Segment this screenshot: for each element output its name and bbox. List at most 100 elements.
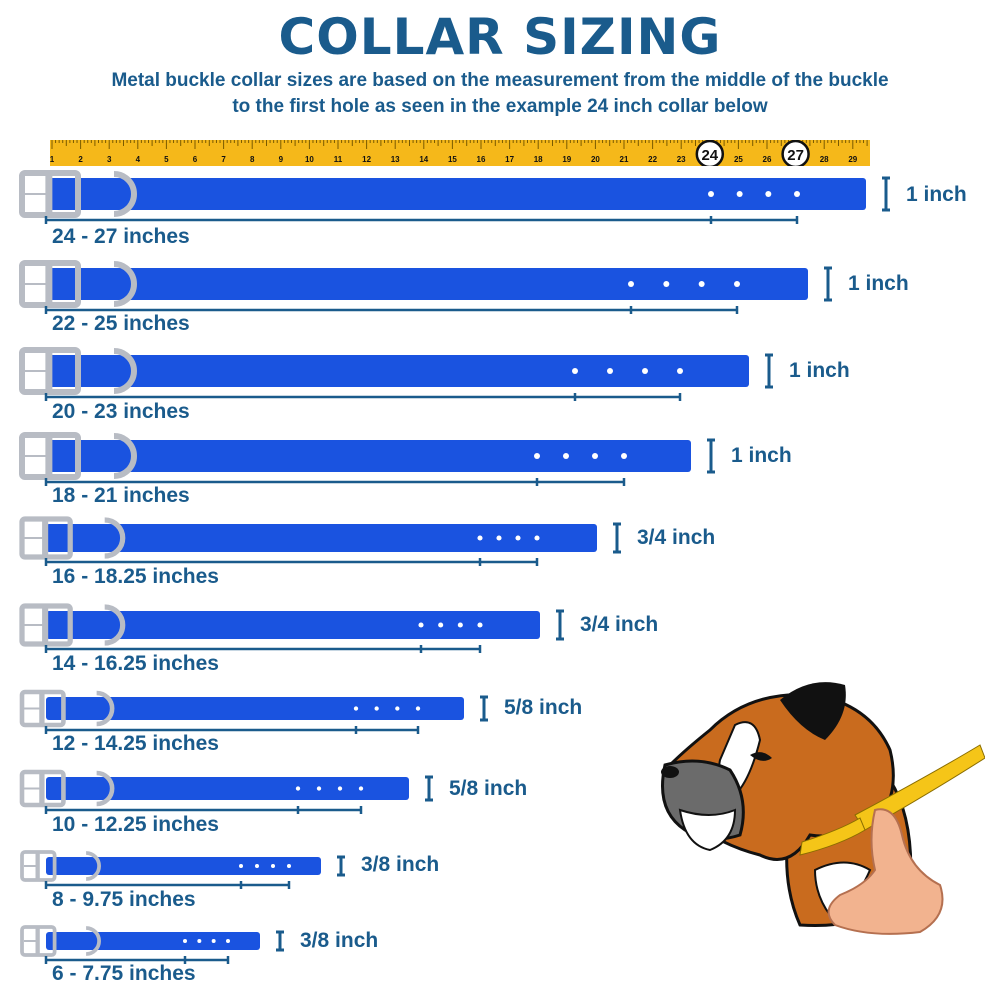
ruler-number: 3	[107, 155, 112, 164]
collar-size-label: 16 - 18.25 inches	[52, 565, 219, 588]
ruler-number: 14	[419, 155, 428, 164]
ruler-tape	[50, 140, 870, 166]
ruler-highlight-circle	[695, 140, 725, 166]
collar-hole	[211, 939, 216, 943]
d-ring	[113, 171, 137, 217]
collar-hole	[337, 786, 343, 791]
collar-width-label: 5/8 inch	[449, 777, 528, 800]
collar-size-label: 14 - 16.25 inches	[52, 652, 219, 675]
collar-hole	[607, 368, 613, 374]
collar-hole	[677, 368, 683, 374]
collar-hole	[271, 864, 275, 868]
collar-hole	[438, 622, 444, 628]
d-ring	[104, 604, 126, 646]
collar-hole	[287, 864, 291, 868]
d-ring	[113, 433, 137, 479]
subtitle-line-1: Metal buckle collar sizes are based on t…	[111, 70, 889, 91]
ruler-number: 18	[534, 155, 543, 164]
d-ring	[104, 517, 126, 559]
collar-width-label: 3/4 inch	[580, 613, 659, 636]
buckle-frame	[19, 603, 73, 647]
collar-hole	[563, 453, 569, 459]
ruler-number: 2	[78, 155, 83, 164]
ruler-number: 9	[279, 155, 284, 164]
ruler-number: 7	[221, 155, 226, 164]
d-ring	[113, 348, 137, 394]
collar-hole	[374, 706, 379, 711]
ruler-number: 15	[448, 155, 457, 164]
d-ring	[85, 851, 101, 881]
collar-size-label: 18 - 21 inches	[52, 484, 190, 507]
collar-row	[19, 689, 488, 734]
collar-row	[19, 516, 621, 566]
buckle-frame	[19, 516, 73, 560]
collar-strap	[46, 355, 749, 387]
collar-hole	[515, 535, 521, 541]
buckle-frame	[19, 769, 66, 808]
collar-hole	[794, 191, 800, 197]
collar-width-label: 3/8 inch	[361, 853, 440, 876]
buckle-frame	[20, 925, 57, 957]
ruler-number: 20	[591, 155, 600, 164]
collar-strap	[46, 440, 691, 472]
collar-hole	[239, 864, 243, 868]
collar-hole	[736, 191, 743, 197]
collar-hole	[418, 622, 424, 628]
subtitle-line-2: to the first hole as seen in the example…	[232, 96, 768, 117]
collar-size-label: 6 - 7.75 inches	[52, 962, 196, 985]
collar-size-label: 10 - 12.25 inches	[52, 813, 219, 836]
collar-hole	[415, 706, 421, 711]
collar-hole	[295, 786, 301, 791]
collar-strap	[46, 524, 597, 552]
ruler-number: 25	[734, 155, 743, 164]
ruler-highlight-circle	[781, 140, 810, 166]
collar-strap	[46, 777, 409, 800]
ruler-number: 24	[701, 147, 718, 164]
d-ring	[113, 261, 137, 307]
collar-row	[20, 925, 284, 964]
page-title: COLLAR SIZING	[278, 8, 722, 66]
collar-hole	[255, 864, 259, 868]
ruler-number: 5	[164, 155, 169, 164]
ruler-number: 6	[193, 155, 198, 164]
ruler-number: 10	[305, 155, 314, 164]
ruler-number: 29	[848, 155, 857, 164]
ruler-number: 16	[477, 155, 486, 164]
collar-strap	[46, 611, 540, 639]
collar-hole	[457, 622, 463, 628]
buckle-frame	[20, 850, 57, 882]
collar-row	[19, 170, 890, 224]
collar-row	[19, 347, 773, 401]
collar-strap	[46, 268, 808, 300]
buckle-frame	[19, 347, 81, 395]
collar-hole	[197, 939, 202, 943]
collar-size-label: 24 - 27 inches	[52, 225, 190, 248]
boxer-dog-measuring-neck-icon	[661, 682, 985, 935]
collar-size-label: 22 - 25 inches	[52, 312, 190, 335]
ruler-number: 21	[620, 155, 629, 164]
collar-hole	[663, 281, 670, 287]
ruler-number: 17	[505, 155, 514, 164]
collar-hole	[734, 281, 740, 287]
collar-width-label: 1 inch	[906, 183, 967, 206]
collar-hole	[353, 706, 359, 711]
buckle-frame	[19, 432, 81, 480]
collar-hole	[477, 535, 483, 541]
ruler-number: 22	[648, 155, 657, 164]
ruler-number: 26	[763, 155, 772, 164]
collar-row	[20, 850, 345, 889]
collar-strap	[46, 857, 321, 875]
collar-hole	[592, 453, 598, 459]
ruler-number: 28	[820, 155, 829, 164]
collar-hole	[708, 191, 714, 197]
collar-hole	[534, 453, 540, 459]
collar-row	[19, 603, 564, 653]
collar-size-label: 20 - 23 inches	[52, 400, 190, 423]
d-ring	[85, 926, 101, 956]
collar-hole	[628, 281, 634, 287]
collar-width-label: 5/8 inch	[504, 696, 583, 719]
ruler-number: 27	[787, 147, 804, 164]
d-ring	[96, 770, 115, 807]
collar-strap	[46, 178, 866, 210]
ruler-number: 11	[334, 155, 343, 164]
